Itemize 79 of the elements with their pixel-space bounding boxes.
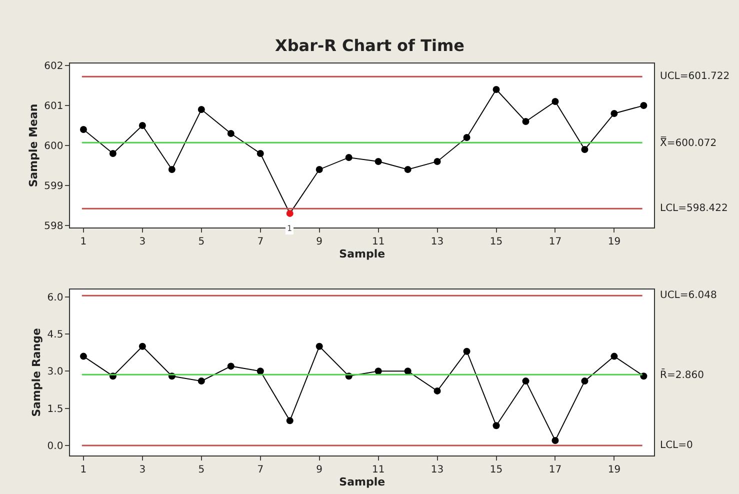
y-tick-label: 598: [44, 220, 64, 232]
point: [374, 158, 382, 165]
ref-line-label: LCL=0: [660, 440, 693, 451]
point: [434, 387, 441, 394]
point: [552, 436, 559, 444]
point: [640, 102, 648, 109]
x-tick-label: 9: [316, 236, 323, 248]
point: [434, 158, 441, 165]
point: [522, 378, 530, 385]
point: [256, 150, 264, 157]
point: [227, 362, 234, 370]
point: [463, 134, 470, 141]
x-tick-label: 1: [80, 464, 87, 476]
x-tick-label: 7: [257, 464, 264, 476]
x-tick-label: 1: [80, 236, 87, 248]
x-axis-title: Sample: [339, 475, 386, 488]
point: [492, 422, 500, 430]
x-tick-label: 15: [490, 236, 503, 248]
x-tick-label: 15: [490, 464, 503, 476]
x-tick-label: 3: [139, 464, 146, 476]
x-tick-label: 9: [316, 464, 323, 476]
ref-line-label: UCL=6.048: [660, 290, 717, 301]
point: [227, 130, 234, 137]
x-tick-label: 19: [608, 236, 621, 248]
y-tick-label: 6.0: [47, 292, 64, 304]
point: [581, 378, 588, 385]
x-tick-label: 3: [139, 236, 146, 248]
y-tick-label: 602: [44, 60, 64, 72]
x-tick-label: 5: [198, 236, 205, 248]
point: [610, 352, 618, 360]
point: [138, 342, 146, 350]
point: [492, 86, 500, 93]
y-tick-label: 599: [44, 180, 64, 192]
x-tick-label: 17: [548, 236, 562, 248]
point: [316, 166, 323, 173]
y-tick-label: 0.0: [47, 440, 64, 452]
x-tick-label: 17: [548, 464, 562, 476]
x-axis-title: Sample: [339, 247, 386, 260]
point: [552, 98, 559, 105]
chart-title: Xbar-R Chart of Time: [275, 36, 465, 55]
x-tick-label: 19: [608, 464, 621, 476]
ref-line-label: R̄=2.860: [660, 368, 704, 381]
point: [463, 348, 470, 355]
y-tick-label: 600: [44, 140, 64, 152]
x-tick-label: 7: [257, 236, 264, 248]
y-tick-label: 3.0: [47, 366, 64, 378]
y-tick-label: 601: [44, 100, 64, 112]
point: [404, 166, 412, 173]
point: [198, 378, 205, 385]
ref-line-label: X̿=600.072: [660, 136, 717, 149]
point: [316, 342, 323, 350]
ref-line-label: UCL=601.722: [660, 71, 730, 82]
y-axis-title: Sample Mean: [26, 104, 40, 188]
y-tick-label: 4.5: [47, 330, 64, 341]
point: [80, 126, 87, 133]
y-axis-title: Sample Range: [30, 328, 43, 417]
x-tick-label: 13: [430, 236, 444, 248]
x-tick-label: 11: [372, 236, 385, 248]
point: [522, 118, 530, 125]
point: [404, 368, 412, 375]
point: [345, 154, 352, 161]
point: [286, 210, 294, 217]
point: [80, 352, 87, 360]
x-tick-label: 5: [198, 464, 205, 476]
x-tick-label: 13: [430, 464, 444, 476]
point: [286, 417, 294, 424]
point: [168, 166, 176, 173]
point: [198, 106, 205, 113]
point: [610, 110, 618, 117]
point: [138, 122, 146, 129]
point: [640, 372, 648, 380]
point: [109, 150, 116, 157]
y-tick-label: 1.5: [47, 404, 64, 415]
ref-line-label: LCL=598.422: [660, 203, 728, 214]
annotation: 1: [287, 224, 292, 233]
point: [256, 368, 264, 375]
point: [581, 146, 588, 153]
point: [374, 368, 382, 375]
x-tick-label: 11: [372, 464, 385, 476]
